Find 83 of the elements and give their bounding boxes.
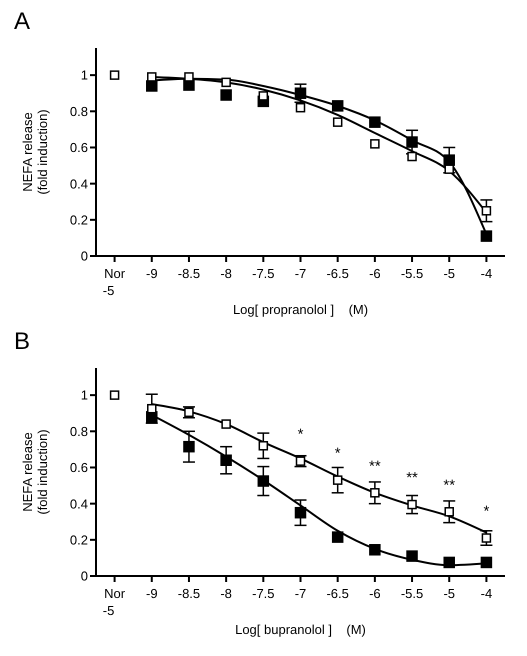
x-tick-label: -8 — [220, 266, 232, 281]
x-tick-label: Nor -5 — [102, 266, 126, 298]
point — [146, 80, 158, 92]
point — [294, 87, 306, 99]
point — [147, 404, 157, 414]
point — [332, 100, 344, 112]
point — [110, 70, 120, 80]
point — [221, 419, 231, 429]
x-tick-label: -9 — [146, 586, 158, 601]
point — [444, 507, 454, 517]
x-tick-label: -5.5 — [400, 266, 424, 281]
point — [183, 440, 195, 452]
annotation: ** — [443, 476, 456, 494]
x-tick-label: -5 — [443, 586, 456, 601]
x-tick-label: -6 — [369, 266, 381, 281]
point — [482, 206, 492, 216]
y-axis-title: NEFA release (fold induction) — [20, 429, 50, 515]
x-tick-label: -9 — [146, 266, 158, 281]
annotation: * — [334, 445, 341, 462]
x-tick-label: -6.5 — [326, 586, 349, 601]
y-tick-label: 0.4 — [70, 176, 88, 192]
x-tick-label: -4 — [480, 266, 492, 281]
chart-title: A — [13, 8, 32, 37]
y-tick-label: 0.2 — [70, 212, 88, 228]
x-tick-label: -7 — [294, 266, 306, 281]
y-tick-label: 0.6 — [70, 460, 88, 476]
point — [444, 164, 454, 174]
point — [369, 116, 381, 128]
point — [220, 89, 232, 101]
y-tick-label: 0.4 — [70, 496, 88, 512]
point — [482, 533, 492, 543]
x-tick-label: -7 — [294, 586, 306, 601]
point — [294, 506, 306, 518]
y-axis-title: NEFA release (fold induction) — [20, 109, 50, 195]
point — [406, 550, 418, 562]
point — [296, 102, 306, 112]
x-tick-label: -4 — [480, 586, 492, 601]
x-tick-label: Nor -5 — [102, 586, 126, 618]
point — [443, 556, 455, 568]
point — [406, 136, 418, 148]
x-tick-label: -6.5 — [326, 266, 349, 281]
point — [147, 72, 157, 82]
y-tick-label: 0.8 — [70, 104, 88, 119]
x-axis-title: Log[ bupranolol ] (M) — [235, 622, 366, 637]
y-tick-label: 0.2 — [70, 532, 88, 548]
point — [220, 454, 232, 466]
point — [110, 390, 120, 400]
point — [332, 117, 342, 127]
point — [332, 475, 342, 485]
point — [332, 531, 344, 543]
x-tick-label: -5 — [443, 266, 456, 281]
x-axis-title: Log[ propranolol ] (M) — [232, 302, 368, 317]
point — [258, 441, 268, 451]
x-tick-label: -8.5 — [178, 266, 200, 281]
annotation: ** — [369, 458, 381, 475]
annotation: * — [483, 503, 490, 520]
x-tick-label: -5.5 — [400, 586, 424, 601]
y-tick-label: 0.8 — [70, 424, 88, 439]
point — [369, 544, 381, 556]
y-tick-label: 1 — [80, 68, 88, 83]
y-tick-label: 0 — [80, 248, 88, 264]
x-tick-label: -6 — [369, 586, 381, 601]
point — [480, 230, 492, 242]
chart-title: B — [13, 328, 32, 357]
y-tick-label: 1 — [80, 388, 88, 403]
x-tick-label: -7.5 — [252, 586, 275, 601]
point — [407, 152, 417, 162]
point — [370, 139, 380, 149]
point — [370, 488, 380, 498]
y-tick-label: 0.6 — [70, 140, 88, 156]
annotation: ** — [406, 470, 418, 487]
point — [258, 91, 268, 101]
annotation: * — [298, 426, 304, 444]
point — [258, 475, 270, 487]
x-tick-label: -8.5 — [178, 586, 200, 601]
point — [407, 500, 417, 510]
x-tick-label: -8 — [220, 586, 232, 601]
point — [221, 78, 231, 88]
point — [184, 72, 194, 82]
y-tick-label: 0 — [80, 568, 88, 584]
point — [443, 154, 455, 166]
x-tick-label: -7.5 — [252, 266, 275, 281]
point — [480, 556, 492, 568]
